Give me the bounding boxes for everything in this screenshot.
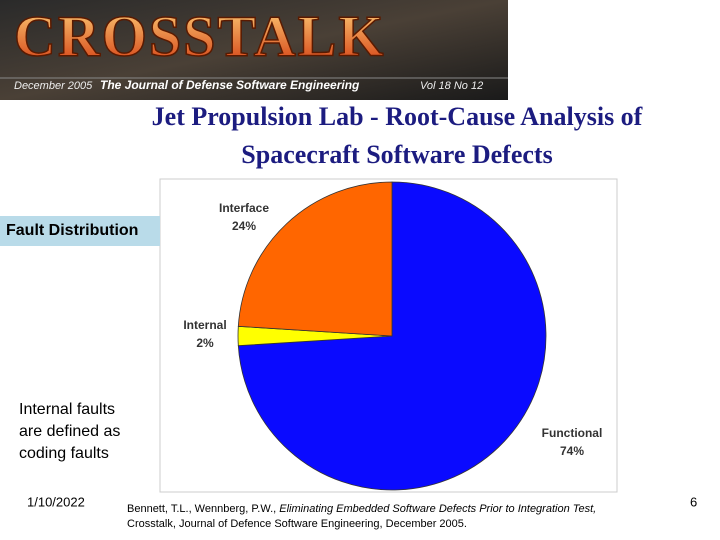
date: 1/10/2022	[27, 494, 85, 509]
citation-authors: Bennett, T.L., Wennberg, P.W.,	[127, 503, 279, 515]
pie: Functional 74% Internal 2% Interface 24%	[183, 181, 603, 491]
banner-background	[0, 0, 508, 100]
slice-value-label: 2%	[196, 336, 214, 350]
section-box	[0, 216, 160, 246]
note-line: Internal faults	[19, 401, 115, 418]
note-line: coding faults	[19, 445, 109, 462]
slice-value-label: 74%	[560, 444, 584, 458]
citation-line: Bennett, T.L., Wennberg, P.W., Eliminati…	[127, 503, 596, 515]
volume: Vol 18 No 12	[420, 80, 483, 92]
citation-title: Eliminating Embedded Software Defects Pr…	[279, 503, 596, 515]
citation-source: Crosstalk, Journal of Defence Software E…	[127, 518, 467, 530]
issue: December 2005	[14, 80, 93, 92]
slice-value-label: 24%	[232, 219, 256, 233]
slice-label: Functional	[542, 426, 603, 440]
pie-slice	[237, 181, 393, 337]
title-line: Jet Propulsion Lab - Root-Cause Analysis…	[152, 102, 643, 131]
note-line: are defined as	[19, 423, 120, 440]
section-label: Fault Distribution	[6, 222, 138, 239]
slice-label: Internal	[183, 318, 226, 332]
logo: CROSSTALK	[14, 3, 385, 68]
slice-label: Interface	[219, 201, 269, 215]
tagline: The Journal of Defense Software Engineer…	[100, 78, 360, 92]
page-number: 6	[690, 494, 697, 509]
title-line: Spacecraft Software Defects	[241, 140, 552, 169]
banner: CROSSTALK December 2005 The Journal of D…	[0, 0, 508, 100]
